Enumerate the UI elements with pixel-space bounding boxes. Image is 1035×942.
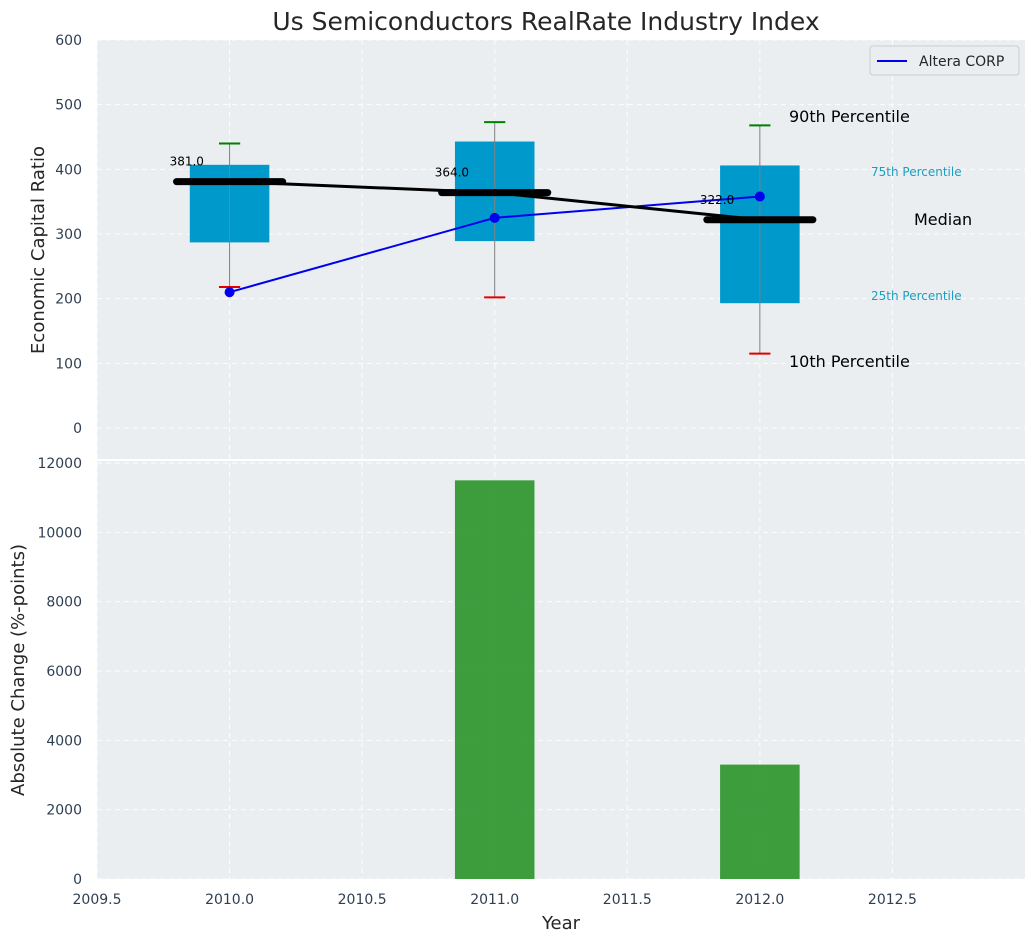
annotation-25th-percentile: 25th Percentile [871,289,962,303]
x-tick-label: 2010.5 [338,892,387,908]
series-point-altera [754,191,765,202]
x-tick-label: 2012.5 [868,892,917,908]
top-plot-background [97,40,1025,460]
top-y-tick-label: 500 [55,98,82,114]
annotation-90th-percentile: 90th Percentile [789,107,910,126]
legend: Altera CORP [869,45,1020,76]
series-point-altera [224,287,235,298]
bottom-y-tick-label: 8000 [46,595,82,611]
bottom-y-tick-label: 4000 [46,733,82,749]
x-tick-label: 2010.0 [205,892,254,908]
annotation-75th-percentile: 75th Percentile [871,165,962,179]
top-y-axis-label: Economic Capital Ratio [28,146,49,354]
chart-title: Us Semiconductors RealRate Industry Inde… [272,7,819,36]
bottom-y-tick-label: 0 [73,872,82,888]
x-tick-label: 2009.5 [73,892,122,908]
change-bar [720,764,800,879]
bar-layer [454,480,800,879]
top-y-tick-label: 300 [55,227,82,243]
top-y-tick-label: 200 [55,292,82,308]
series-layer [224,191,765,298]
median-layer: 381.0 364.0 322.0 [170,155,817,224]
bottom-y-tick-label: 10000 [37,525,82,541]
x-tick-label: 2012.0 [735,892,784,908]
legend-box [869,45,1020,76]
top-y-tick-label: 0 [73,421,82,437]
series-point-altera [489,212,500,223]
top-y-tick-label: 400 [55,162,82,178]
annotation-10th-percentile: 10th Percentile [789,352,910,371]
x-tick-label: 2011.0 [470,892,519,908]
tick-layer: 2009.5 2010.0 2010.5 2011.0 2011.5 2012.0 2012… [37,33,916,908]
bottom-y-tick-label: 12000 [37,456,82,472]
top-y-tick-label: 600 [55,33,82,49]
bottom-y-tick-label: 2000 [46,803,82,819]
median-value-label: 364.0 [435,166,469,180]
top-y-tick-label: 100 [55,356,82,372]
legend-label-altera: Altera CORP [919,54,1004,70]
x-axis-label: Year [541,913,581,934]
annotation-median: Median [914,210,972,229]
bottom-y-tick-label: 6000 [46,664,82,680]
bottom-plot-background [97,460,1025,879]
x-tick-label: 2011.5 [603,892,652,908]
change-bar [454,480,535,879]
bottom-y-axis-label: Absolute Change (%-points) [8,544,29,796]
median-value-label: 322.0 [700,193,734,207]
median-value-label: 381.0 [170,155,204,169]
